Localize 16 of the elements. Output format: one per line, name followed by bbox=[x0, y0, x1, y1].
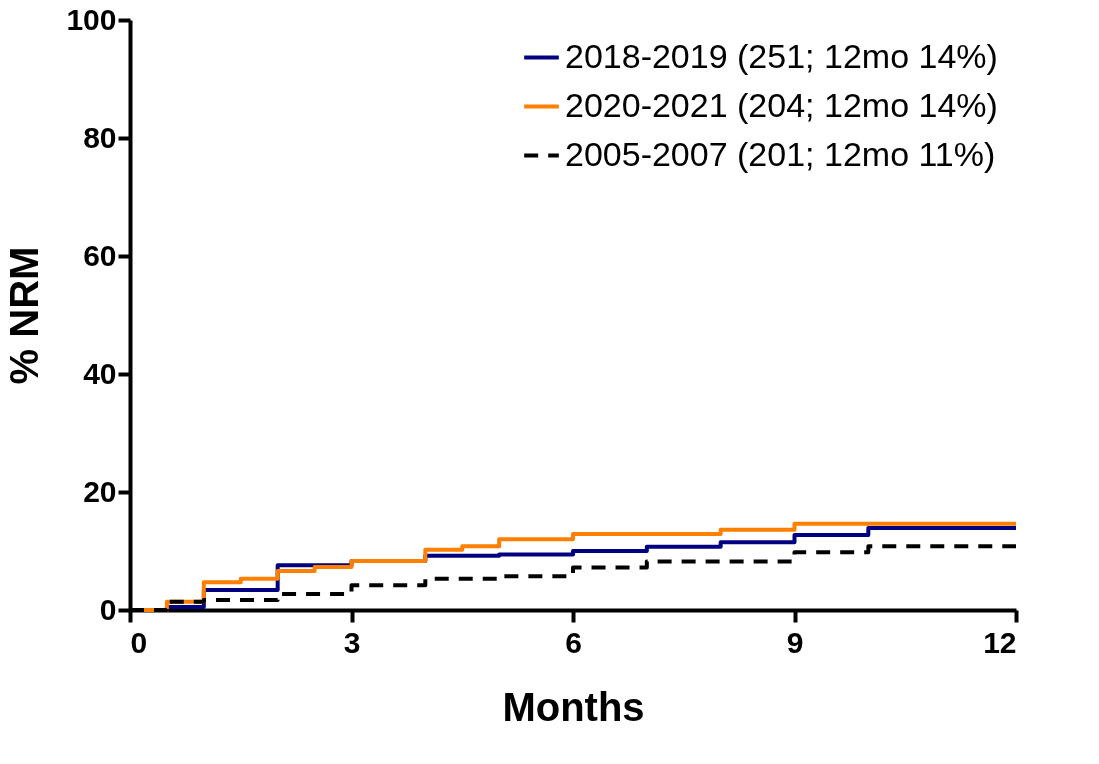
x-tick-label: 0 bbox=[130, 625, 148, 659]
x-tick-label: 9 bbox=[786, 625, 804, 659]
y-tick-label: 20 bbox=[83, 474, 117, 508]
x-tick-label: 12 bbox=[983, 625, 1017, 659]
legend-label: 2020-2021 (204; 12mo 14%) bbox=[565, 85, 998, 124]
y-tick-label: 40 bbox=[83, 356, 117, 390]
x-axis-title: Months bbox=[502, 684, 645, 729]
y-tick-label: 0 bbox=[99, 592, 117, 626]
y-tick-label: 60 bbox=[83, 238, 117, 272]
x-tick-label: 3 bbox=[343, 625, 361, 659]
legend-label: 2018-2019 (251; 12mo 14%) bbox=[565, 36, 998, 75]
legend-label: 2005-2007 (201; 12mo 11%) bbox=[565, 134, 996, 173]
y-axis-title: % NRM bbox=[2, 246, 47, 385]
y-tick-label: 100 bbox=[66, 2, 117, 36]
y-tick-label: 80 bbox=[83, 120, 117, 154]
x-tick-label: 6 bbox=[565, 625, 582, 659]
